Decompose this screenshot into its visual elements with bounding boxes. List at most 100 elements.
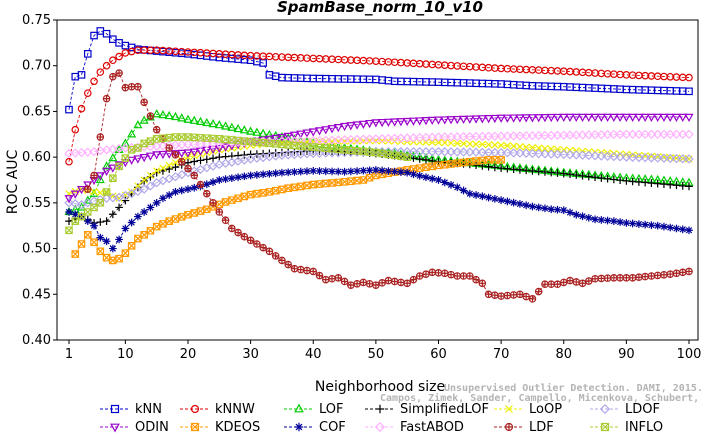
data-point — [115, 203, 123, 212]
data-point — [246, 236, 255, 245]
data-point — [371, 134, 381, 144]
data-point — [278, 256, 286, 265]
data-point — [221, 198, 230, 206]
y-tick-label: 0.55 — [22, 196, 51, 211]
data-point — [646, 113, 656, 122]
data-point — [434, 161, 443, 170]
data-point — [334, 137, 342, 145]
data-point — [540, 149, 550, 159]
data-point — [340, 122, 350, 132]
data-point — [434, 176, 443, 184]
data-point — [372, 171, 380, 180]
data-point — [534, 148, 544, 159]
data-point — [685, 182, 693, 191]
data-point — [634, 113, 644, 122]
data-point — [627, 129, 638, 139]
data-point — [139, 184, 149, 194]
data-point — [497, 196, 505, 204]
data-point — [600, 422, 610, 432]
data-point — [484, 115, 494, 124]
data-point — [471, 115, 481, 124]
data-point — [397, 278, 405, 287]
data-point — [227, 174, 236, 183]
data-point — [208, 145, 218, 154]
data-point — [541, 144, 549, 153]
data-point — [140, 139, 148, 148]
data-point — [409, 165, 418, 173]
data-point — [90, 188, 98, 196]
data-point — [184, 185, 192, 193]
data-point — [610, 217, 618, 225]
data-point — [246, 126, 256, 135]
data-point — [347, 281, 355, 289]
data-point — [478, 140, 486, 149]
series-line — [68, 49, 690, 162]
data-point — [339, 135, 350, 145]
data-point — [134, 83, 142, 91]
data-point — [83, 89, 92, 97]
data-point — [596, 129, 607, 140]
data-point — [110, 404, 120, 414]
data-point — [171, 159, 180, 167]
data-point — [427, 116, 437, 126]
legend-label: LoOP — [529, 402, 562, 417]
data-point — [352, 121, 362, 130]
data-point — [578, 171, 587, 180]
data-point — [634, 129, 644, 139]
data-point — [522, 292, 530, 301]
data-point — [640, 153, 650, 163]
data-point — [314, 148, 325, 158]
data-point — [616, 218, 624, 226]
data-point — [365, 280, 374, 288]
data-point — [615, 113, 625, 122]
data-point — [466, 157, 474, 166]
data-point — [597, 216, 606, 224]
data-point — [240, 192, 249, 201]
data-point — [146, 112, 155, 120]
data-point — [171, 215, 180, 223]
x-tick-label: 50 — [368, 347, 385, 362]
data-point — [289, 131, 299, 140]
data-point — [134, 144, 142, 152]
data-point — [559, 206, 568, 215]
data-point — [195, 139, 206, 149]
data-point — [402, 117, 412, 127]
data-point — [597, 274, 606, 283]
data-point — [408, 146, 419, 157]
data-point — [547, 280, 556, 288]
data-point — [422, 270, 430, 278]
data-point — [640, 113, 650, 122]
data-point — [139, 115, 149, 124]
data-point — [559, 130, 569, 140]
data-point — [321, 179, 330, 188]
data-point — [465, 147, 475, 157]
data-point — [309, 167, 318, 175]
data-point — [170, 111, 180, 121]
data-point — [90, 238, 98, 246]
data-point — [358, 120, 368, 129]
data-point — [528, 295, 537, 303]
data-point — [458, 147, 469, 157]
data-point — [453, 159, 462, 167]
data-point — [364, 134, 375, 144]
data-point — [421, 146, 431, 157]
data-point — [685, 226, 693, 235]
data-point — [602, 129, 613, 140]
data-point — [165, 217, 174, 225]
data-point — [566, 276, 574, 285]
data-point — [459, 158, 468, 167]
data-point — [491, 291, 499, 299]
data-point — [422, 138, 430, 146]
series-line — [68, 169, 690, 250]
data-point — [83, 50, 92, 58]
data-point — [521, 148, 531, 158]
data-point — [384, 167, 393, 175]
data-point — [609, 113, 619, 122]
data-point — [164, 110, 174, 120]
data-point — [390, 118, 400, 127]
data-point — [553, 280, 562, 288]
data-point — [127, 242, 136, 250]
data-point — [609, 129, 619, 140]
data-point — [666, 223, 675, 232]
legend-label: LDF — [529, 420, 554, 434]
